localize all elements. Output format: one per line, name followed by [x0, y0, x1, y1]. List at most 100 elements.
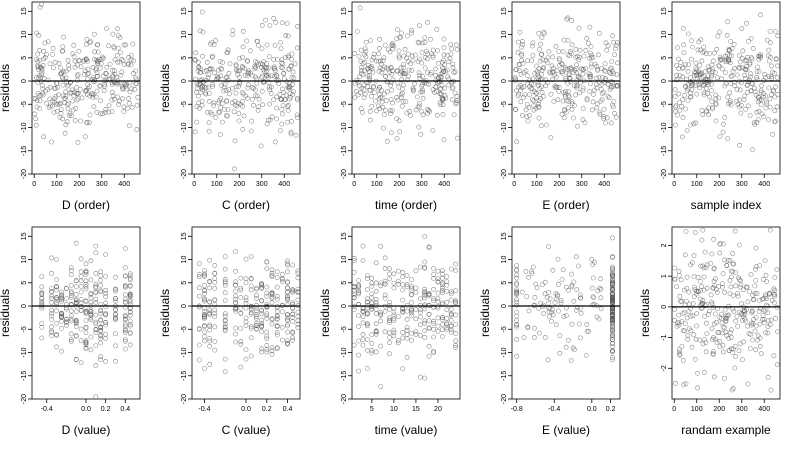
data-point: [274, 57, 280, 62]
data-point: [519, 53, 525, 58]
data-point: [212, 347, 218, 353]
data-point: [754, 69, 760, 74]
data-point: [711, 265, 717, 271]
data-point: [233, 293, 238, 299]
data-point: [207, 310, 213, 316]
data-point: [551, 66, 556, 71]
data-point: [83, 88, 89, 93]
data-point: [283, 33, 289, 38]
data-point: [210, 82, 216, 87]
data-point: [448, 313, 454, 318]
data-point: [757, 343, 763, 349]
data-point: [419, 83, 425, 89]
data-point: [400, 99, 406, 105]
data-point: [93, 321, 99, 327]
data-point: [431, 334, 436, 340]
data-point: [224, 113, 230, 119]
data-point: [589, 52, 594, 58]
data-point: [745, 55, 750, 60]
data-point: [376, 96, 382, 102]
data-point: [739, 65, 745, 71]
data-point: [68, 282, 74, 288]
data-point: [211, 42, 217, 48]
data-point: [95, 61, 100, 66]
data-point: [422, 40, 428, 45]
data-point: [67, 79, 73, 85]
data-point: [451, 70, 457, 75]
data-point: [197, 77, 203, 83]
data-point: [202, 291, 207, 297]
data-point: [267, 117, 273, 123]
data-point: [288, 131, 294, 137]
data-point: [264, 284, 270, 290]
x-tick-label: -0.4: [548, 406, 560, 413]
data-point: [716, 63, 721, 68]
data-point: [570, 70, 576, 75]
data-point: [87, 120, 92, 125]
data-point: [391, 280, 397, 286]
data-point: [544, 122, 549, 128]
data-point: [37, 48, 42, 53]
data-point: [285, 315, 290, 321]
data-point: [565, 337, 571, 343]
data-point: [442, 92, 448, 98]
data-point: [256, 62, 261, 68]
data-point: [238, 285, 244, 291]
data-point: [529, 269, 534, 274]
data-point: [382, 292, 388, 298]
data-point: [98, 98, 103, 104]
data-point: [382, 281, 388, 287]
data-point: [383, 98, 389, 104]
data-point: [708, 292, 714, 298]
data-point: [70, 107, 76, 113]
data-point: [206, 91, 212, 96]
data-point: [397, 129, 403, 135]
data-point: [131, 71, 136, 76]
data-point: [545, 79, 551, 85]
y-tick-label: 0: [181, 79, 188, 83]
plot-frame: [511, 226, 621, 400]
data-point: [400, 86, 405, 92]
data-point: [206, 99, 212, 104]
data-point: [278, 96, 284, 102]
data-point: [703, 349, 709, 355]
data-point: [567, 53, 573, 58]
data-point: [207, 322, 213, 328]
y-tick-label: -10: [341, 347, 348, 357]
data-point: [351, 292, 357, 298]
data-point: [539, 68, 545, 73]
plot-frame: [511, 1, 621, 175]
data-point: [435, 328, 441, 334]
data-point: [400, 297, 406, 303]
data-point: [404, 284, 410, 290]
data-point: [414, 94, 420, 100]
y-axis-label: residuals: [158, 64, 172, 112]
data-point: [566, 71, 572, 76]
y-tick-label: 0: [501, 304, 508, 308]
data-point: [426, 318, 432, 324]
data-point: [232, 166, 237, 172]
data-point: [359, 68, 364, 74]
data-point: [572, 103, 577, 108]
data-point: [369, 306, 375, 312]
data-point: [84, 76, 90, 82]
data-point: [259, 283, 264, 289]
data-point: [53, 94, 59, 99]
data-point: [404, 332, 410, 337]
data-point: [424, 48, 429, 54]
data-point: [761, 277, 766, 282]
data-point: [444, 322, 450, 327]
data-point: [83, 299, 89, 304]
data-point: [196, 293, 202, 299]
data-point: [675, 112, 680, 118]
data-point: [732, 83, 737, 89]
data-point: [61, 34, 66, 40]
data-point: [525, 325, 531, 331]
data-point: [701, 92, 707, 98]
data-point: [413, 307, 419, 312]
data-point: [699, 305, 705, 311]
data-point: [91, 77, 97, 83]
x-tick-label: 200: [393, 181, 405, 188]
data-point: [594, 105, 600, 111]
